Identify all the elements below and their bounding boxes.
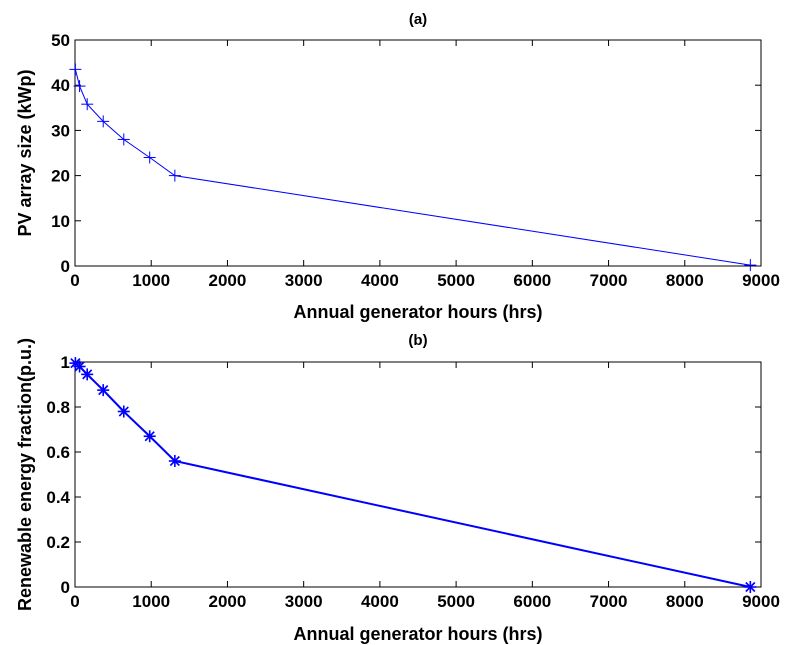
y-tick-label: 0.6 [46,443,70,462]
x-tick-label: 1000 [132,592,170,611]
chart-b-points [69,357,757,593]
data-point [744,259,757,272]
x-tick-label: 7000 [590,592,628,611]
y-tick-label: 50 [51,31,70,50]
chart-a-axes-frame [74,39,762,267]
chart-a-y-axis-label: PV array size (kWp) [15,69,35,236]
data-point [73,360,86,373]
x-tick-label: 1000 [132,271,170,290]
data-point [81,368,94,381]
y-tick-label: 0 [61,257,70,276]
x-tick-label: 8000 [666,592,704,611]
data-point [117,133,130,146]
chart-b-x-axis-label: Annual generator hours (hrs) [293,624,542,644]
data-point [143,151,156,164]
y-tick-label: 20 [51,167,70,186]
x-tick-label: 3000 [285,271,323,290]
x-tick-label: 5000 [437,271,475,290]
data-point [97,115,110,128]
data-point [97,384,110,397]
chart-b-axes-frame [74,361,762,588]
data-point [73,80,86,93]
data-point [143,430,156,443]
data-point [168,169,181,182]
data-point [69,63,82,76]
x-tick-label: 6000 [513,271,551,290]
data-point [168,455,181,467]
y-tick-label: 40 [51,76,70,95]
chart-b-y-axis-label: Renewable energy fraction(p.u.) [15,338,35,611]
x-tick-label: 0 [70,592,79,611]
chart-a-x-ticks: 0 1000 2000 3000 4000 5000 6000 7000 8000 9000 [70,40,780,290]
y-tick-label: 0.8 [46,398,70,417]
data-point [81,98,94,111]
chart-b: (b) 0 1000 2000 3000 4000 5000 6000 7000 8000 900… [15,332,780,644]
chart-a-points [69,63,757,272]
y-tick-label: 0 [61,578,70,597]
y-tick-label: 0.2 [46,533,70,552]
data-point [117,405,130,418]
chart-b-x-ticks: 0 1000 2000 3000 4000 5000 6000 7000 8000 9000 [70,362,780,611]
y-tick-label: 10 [51,212,70,231]
x-tick-label: 2000 [209,592,247,611]
chart-a: (a) 0 1000 2000 3000 4000 5000 6000 7000 8000 900… [15,11,780,322]
x-tick-label: 6000 [513,592,551,611]
chart-a-y-ticks: 0 10 20 30 40 50 [51,31,761,276]
x-tick-label: 2000 [209,271,247,290]
y-tick-label: 0.4 [46,488,70,507]
chart-a-series-line [74,69,751,266]
data-point [744,581,757,593]
chart-b-title: (b) [408,332,427,349]
chart-a-title: (a) [409,11,427,28]
chart-b-series-line [74,362,751,588]
y-tick-label: 1 [61,353,70,372]
x-tick-label: 0 [70,271,79,290]
x-tick-label: 3000 [285,592,323,611]
x-tick-label: 8000 [666,271,704,290]
x-tick-label: 7000 [590,271,628,290]
x-tick-label: 5000 [437,592,475,611]
chart-b-y-ticks: 0 0.2 0.4 0.6 0.8 1 [46,353,761,597]
x-tick-label: 4000 [361,271,399,290]
x-tick-label: 9000 [742,592,780,611]
x-tick-label: 9000 [742,271,780,290]
y-tick-label: 30 [51,121,70,140]
x-tick-label: 4000 [361,592,399,611]
chart-a-x-axis-label: Annual generator hours (hrs) [293,302,542,322]
